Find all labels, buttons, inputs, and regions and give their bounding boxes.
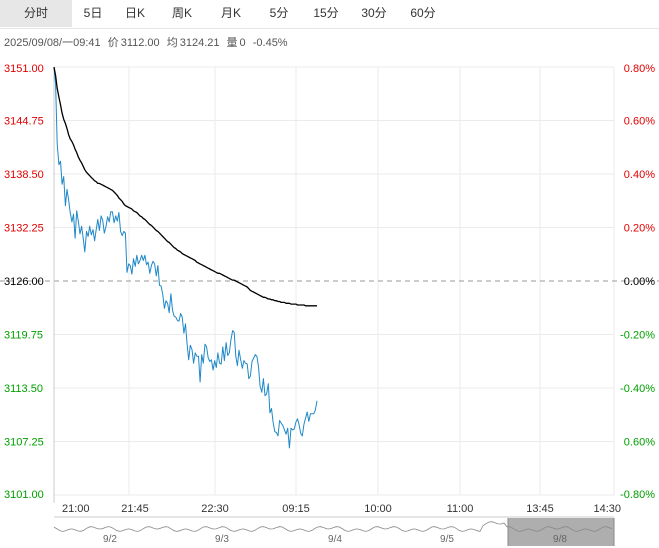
info-datetime: 2025/09/08/一09:41 — [4, 37, 101, 49]
y-axis-right-label: 0.80% — [624, 63, 655, 75]
y-axis-left-label: 3113.50 — [4, 383, 43, 395]
navigator-selection — [508, 518, 614, 546]
y-axis-right-label: -0.80% — [620, 489, 655, 501]
navigator-date-label: 9/8 — [553, 534, 567, 545]
avg-price-series-line — [53, 66, 317, 307]
y-axis-left-label: 3151.00 — [4, 63, 44, 75]
y-axis-right-label: -0.40% — [620, 383, 655, 395]
tab-monthly-k[interactable]: 月K — [220, 6, 241, 20]
y-axis-right-label: -0.20% — [620, 330, 655, 342]
info-avg: 3124.21 — [179, 37, 220, 49]
info-volume: 0 — [239, 37, 246, 49]
x-axis-label: 21:00 — [62, 503, 90, 515]
navigator-date-label: 9/4 — [328, 534, 342, 545]
tab-5day[interactable]: 5日 — [83, 6, 103, 20]
range-navigator[interactable] — [53, 516, 615, 546]
info-avg-label: 均 — [166, 37, 178, 49]
y-axis-left-label: 3132.25 — [4, 223, 44, 235]
tab-intraday[interactable]: 分时 — [0, 0, 72, 27]
x-axis-label: 22:30 — [201, 503, 229, 515]
info-change: -0.45% — [252, 37, 288, 49]
period-tab-bar: 分时 5日 日K 周K 月K 5分 15分 30分 60分 — [0, 0, 659, 29]
tab-weekly-k[interactable]: 周K — [171, 6, 192, 20]
navigator-sparkline — [53, 521, 613, 532]
x-axis-label: 10:00 — [364, 503, 392, 515]
y-axis-right-label: 0.00% — [624, 276, 655, 288]
y-axis-left-label: 3107.25 — [4, 437, 44, 449]
navigator-date-label: 9/5 — [440, 534, 454, 545]
y-axis-left-label: 3101.00 — [4, 489, 44, 501]
tab-60min[interactable]: 60分 — [410, 6, 436, 20]
info-price-label: 价 — [107, 37, 119, 49]
y-axis-left-label: 3126.00 — [4, 276, 44, 288]
tab-5min[interactable]: 5分 — [269, 6, 289, 20]
tab-30min[interactable]: 30分 — [361, 6, 387, 20]
tab-15min[interactable]: 15分 — [313, 6, 339, 20]
y-axis-left-label: 3144.75 — [4, 116, 44, 128]
y-axis-right-label: 0.20% — [624, 223, 655, 235]
info-price: 3112.00 — [120, 37, 160, 49]
x-axis-label: 14:30 — [593, 503, 621, 515]
price-series-line — [53, 66, 318, 449]
x-axis-label: 11:00 — [447, 503, 474, 515]
y-axis-right-label: 0.40% — [624, 169, 655, 181]
navigator-date-label: 9/2 — [103, 534, 117, 545]
y-axis-right-label: 0.60% — [624, 116, 655, 128]
y-axis-left-label: 3138.50 — [4, 169, 44, 181]
x-axis-label: 09:15 — [282, 503, 310, 515]
y-axis-right-label: 0.60% — [624, 437, 655, 449]
x-axis-label: 21:45 — [121, 503, 149, 515]
x-axis-label: 13:45 — [526, 503, 554, 515]
tab-daily-k[interactable]: 日K — [124, 6, 145, 20]
y-axis-left-label: 3119.75 — [4, 330, 43, 342]
info-volume-label: 量 — [226, 37, 238, 49]
navigator-date-label: 9/3 — [215, 534, 229, 545]
